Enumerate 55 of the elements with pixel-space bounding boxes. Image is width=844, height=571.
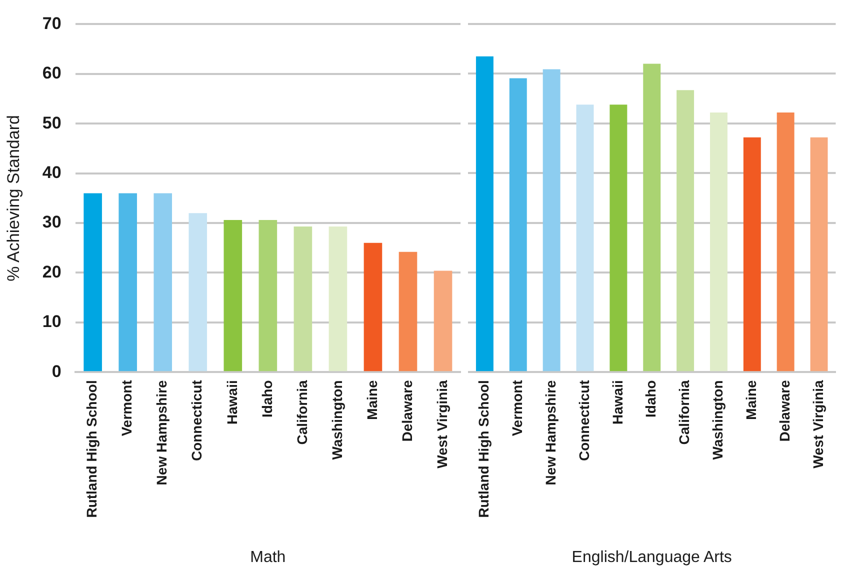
x-axis-title: English/Language Arts (572, 548, 732, 566)
y-tick-label: 20 (42, 262, 62, 282)
bar (676, 90, 694, 372)
x-tick-label: Rutland High School (84, 380, 100, 518)
bar (118, 193, 137, 372)
bar (258, 220, 278, 372)
x-tick-label: California (294, 380, 310, 445)
x-tick-label: Washington (710, 380, 726, 460)
bar (188, 213, 208, 372)
x-tick-label: Maine (364, 380, 380, 420)
x-tick-label: West Virginia (434, 380, 450, 468)
y-tick-label: 60 (42, 64, 62, 83)
x-tick-label: Delaware (776, 380, 792, 442)
bar (434, 270, 452, 372)
x-tick-label: New Hampshire (154, 380, 170, 486)
x-tick-label: Connecticut (188, 380, 205, 462)
x-tick-label: New Hampshire (542, 380, 558, 486)
x-tick-label: West Virginia (810, 380, 826, 468)
y-tick-label: 50 (42, 113, 62, 132)
x-tick-label: Hawaii (609, 380, 626, 425)
x-axis-title: Math (250, 548, 286, 566)
x-tick-label: Washington (328, 380, 345, 460)
bar (294, 226, 312, 372)
bar (476, 56, 494, 372)
y-tick-label: 40 (42, 163, 62, 182)
x-tick-label: Hawaii (224, 380, 240, 425)
bar (542, 69, 560, 372)
bar (576, 104, 594, 372)
y-tick-label: 30 (42, 212, 62, 232)
x-tick-label: Rutland High School (476, 380, 492, 518)
bar (84, 193, 102, 372)
x-tick-label: Idaho (258, 380, 275, 418)
bar (810, 137, 828, 372)
x-tick-label: Vermont (118, 380, 135, 436)
x-tick-label: Delaware (398, 380, 415, 442)
bar (743, 137, 761, 372)
bar (643, 64, 661, 372)
bar (610, 104, 628, 372)
bar (328, 226, 348, 372)
x-tick-label: Maine (743, 380, 760, 420)
bar (154, 193, 172, 372)
bar (364, 242, 382, 372)
bar (776, 112, 794, 372)
y-axis-title: % Achieving Standard (4, 115, 23, 282)
x-tick-label: Idaho (642, 380, 659, 418)
bar (710, 112, 728, 372)
bar (398, 252, 418, 372)
x-tick-label: Connecticut (576, 380, 592, 462)
bar (224, 220, 242, 372)
x-tick-label: California (676, 380, 692, 445)
y-tick-label: 10 (42, 312, 62, 332)
y-tick-label: 70 (42, 14, 62, 33)
bar (509, 78, 527, 372)
x-tick-label: Vermont (509, 380, 526, 436)
y-tick-label: 0 (52, 362, 62, 381)
